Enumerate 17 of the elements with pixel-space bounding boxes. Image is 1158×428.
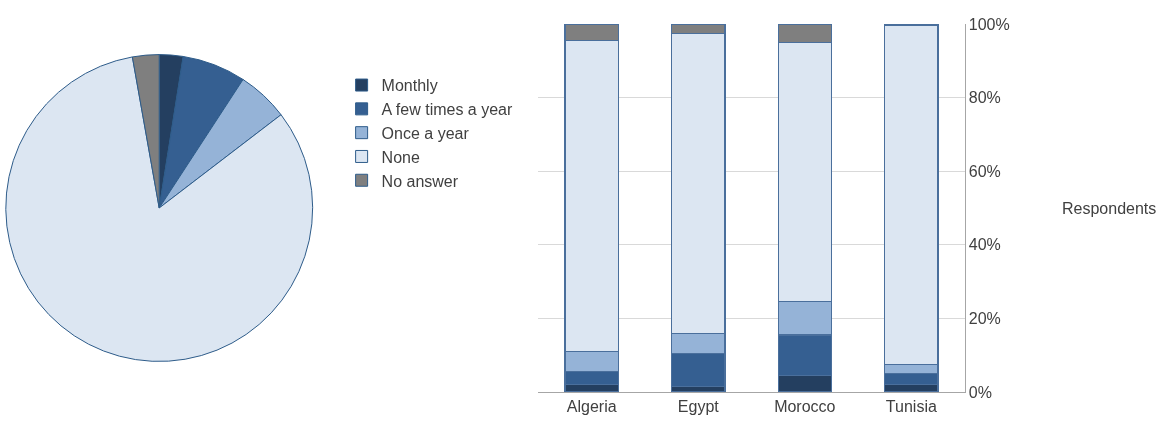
- legend-label: Once a year: [381, 124, 470, 142]
- y-tick-label: 40%: [968, 236, 1001, 254]
- legend-label: None: [381, 148, 420, 166]
- legend-label: No answer: [381, 172, 459, 190]
- x-tick-label: Egypt: [677, 398, 720, 416]
- x-tick-label: Tunisia: [885, 398, 937, 416]
- y-axis-title: Respondents: [1062, 200, 1157, 217]
- y-tick-label: 100%: [968, 15, 1010, 33]
- y-tick-label: 80%: [968, 89, 1001, 107]
- x-tick-label: Algeria: [566, 398, 617, 416]
- y-tick-label: 60%: [968, 162, 1001, 180]
- legend-label: A few times a year: [381, 101, 513, 119]
- y-tick-label: 0%: [968, 383, 992, 401]
- y-tick-label: 20%: [968, 310, 1001, 327]
- pie-slice: [5, 56, 314, 362]
- x-tick-label: Morocco: [774, 398, 836, 416]
- legend-label: Monthly: [381, 77, 438, 95]
